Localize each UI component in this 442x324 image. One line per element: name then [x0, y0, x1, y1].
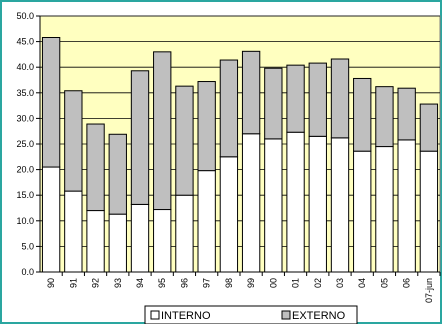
- bar-interno-90: [41, 166, 61, 273]
- x-tick-label: 93: [113, 278, 123, 288]
- legend-box: [144, 305, 358, 324]
- bar-interno-97: [197, 170, 216, 273]
- bar-interno-95: [153, 209, 172, 273]
- y-tick-label: 45.0: [16, 37, 34, 47]
- bar-externo-01: [286, 64, 305, 133]
- bar-externo-05: [375, 86, 394, 148]
- bar-externo-92: [86, 123, 105, 212]
- bar-interno-04: [353, 150, 372, 273]
- bar-externo-04: [353, 77, 372, 152]
- bar-externo-07-jun: [419, 103, 439, 152]
- legend: INTERNO EXTERNO: [144, 305, 358, 324]
- bar-externo-95: [153, 51, 172, 211]
- x-tick-label: 94: [135, 278, 145, 288]
- y-tick-label: 15.0: [16, 190, 34, 200]
- y-tick-label: 50.0: [16, 11, 34, 21]
- bar-interno-93: [108, 213, 127, 273]
- y-axis: 0.0 5.0 10.0 15.0 20.0 25.0 30.0 35.0 40.0 45.0 50…: [16, 11, 41, 277]
- x-tick-label: 06: [402, 278, 412, 288]
- legend-label-externo: EXTERNO: [292, 310, 346, 322]
- bar-interno-94: [130, 203, 150, 273]
- bar-interno-07-jun: [419, 150, 439, 273]
- y-tick-label: 0.0: [21, 267, 34, 277]
- bar-externo-91: [64, 90, 83, 192]
- bar-externo-06: [397, 87, 416, 141]
- bar-externo-96: [175, 85, 194, 196]
- x-tick-label: 99: [246, 278, 256, 288]
- x-tick-label: 97: [202, 278, 212, 288]
- x-tick-label: 91: [68, 278, 78, 288]
- x-tick-label: 90: [46, 278, 56, 288]
- bar-interno-96: [175, 194, 194, 273]
- bar-externo-94: [130, 70, 150, 205]
- y-tick-label: 20.0: [16, 165, 34, 175]
- bar-interno-02: [308, 135, 327, 273]
- bar-externo-97: [197, 81, 216, 172]
- x-tick-label: 07-jun: [424, 278, 434, 303]
- y-tick-label: 10.0: [16, 216, 34, 226]
- bars: [41, 37, 439, 273]
- bar-interno-06: [397, 139, 416, 273]
- x-tick-label: 95: [157, 278, 167, 288]
- y-tick-label: 35.0: [16, 88, 34, 98]
- bar-externo-90: [41, 37, 61, 168]
- gridlines: [39, 15, 441, 273]
- bar-interno-03: [330, 137, 350, 273]
- bar-interno-05: [375, 146, 394, 273]
- legend-swatch-externo: [281, 310, 291, 320]
- x-tick-label: 01: [291, 278, 301, 288]
- x-tick-label: 96: [179, 278, 189, 288]
- bar-externo-93: [108, 133, 127, 215]
- legend-swatch-interno: [150, 310, 160, 320]
- y-tick-label: 30.0: [16, 113, 34, 123]
- x-axis: 90 91 92 93 94 95 96 97 98 99 00 01 02 03 04 05 06 07-jun: [40, 271, 441, 303]
- x-tick-label: 98: [224, 278, 234, 288]
- x-tick-label: 05: [379, 278, 389, 288]
- x-tick-label: 04: [357, 278, 367, 288]
- bar-interno-01: [286, 131, 305, 273]
- bar-externo-02: [308, 62, 327, 137]
- legend-label-interno: INTERNO: [161, 310, 211, 322]
- bar-interno-99: [241, 133, 261, 273]
- y-tick-label: 5.0: [21, 241, 34, 251]
- bar-externo-99: [241, 50, 261, 135]
- bar-externo-00: [264, 67, 283, 140]
- y-tick-label: 40.0: [16, 62, 34, 72]
- y-tick-label: 25.0: [16, 139, 34, 149]
- bar-externo-98: [219, 59, 239, 158]
- bar-interno-91: [64, 190, 83, 273]
- x-tick-label: 03: [335, 278, 345, 288]
- bar-interno-92: [86, 210, 105, 273]
- x-tick-label: 00: [268, 278, 278, 288]
- x-tick-label: 92: [91, 278, 101, 288]
- x-tick-label: 02: [313, 278, 323, 288]
- bar-interno-98: [219, 156, 239, 273]
- bar-interno-00: [264, 138, 283, 273]
- bar-externo-03: [330, 58, 350, 139]
